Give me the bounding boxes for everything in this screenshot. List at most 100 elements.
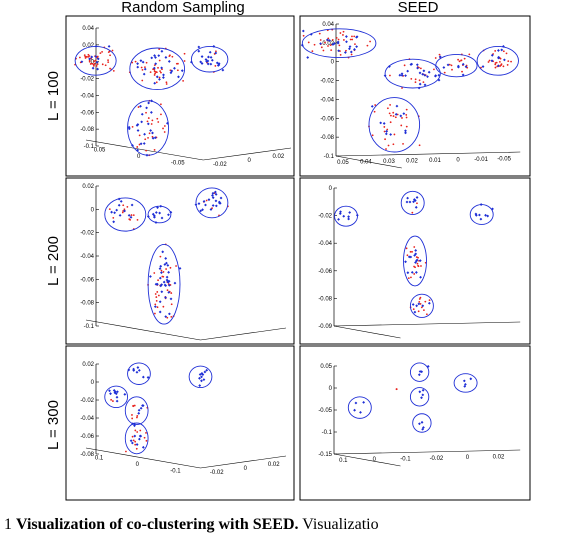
z-tick-label: -0.06 (320, 116, 334, 122)
data-point-red (153, 68, 156, 71)
data-point-red (418, 144, 421, 147)
data-point-red (134, 429, 137, 432)
data-point-blue (158, 310, 162, 314)
data-point-blue (158, 77, 161, 81)
data-point-blue (139, 104, 142, 108)
data-point-blue (158, 267, 162, 271)
data-point-blue (336, 41, 340, 45)
data-point-red (417, 310, 420, 313)
z-tick-label: 0.02 (82, 43, 94, 49)
data-point-red (458, 60, 461, 63)
data-point-red (158, 59, 161, 62)
data-point-blue (409, 255, 413, 259)
data-point-blue (206, 62, 210, 66)
data-point-blue (418, 422, 421, 426)
data-point-blue (198, 376, 201, 380)
data-point-blue (162, 280, 166, 284)
row-label-l100: L = 100 (45, 71, 62, 121)
data-point-red (417, 256, 419, 259)
cluster-ellipse (129, 47, 186, 91)
data-point-blue (214, 199, 218, 203)
data-point-red (109, 54, 111, 57)
z-tick-label: -0.04 (318, 241, 332, 247)
data-point-blue (161, 76, 165, 79)
floor-tick-label: 0.1 (95, 455, 104, 461)
data-point-red (154, 293, 157, 295)
data-point-blue (319, 42, 322, 46)
data-point-red (99, 52, 102, 54)
data-point-blue (115, 395, 119, 399)
column-title-random-sampling: Random Sampling (121, 0, 244, 16)
data-point-red (414, 78, 417, 81)
data-point-blue (355, 35, 358, 39)
data-point-red (428, 299, 431, 302)
data-point-blue (421, 304, 425, 308)
data-point-blue (123, 392, 127, 396)
data-point-blue (96, 57, 100, 61)
data-point-red (143, 436, 146, 439)
z-tick-label: -0.1 (84, 324, 95, 330)
floor-tick-label: 0.05 (337, 160, 349, 166)
data-point-red (318, 32, 321, 35)
data-point-blue (165, 275, 169, 279)
floor-tick-label: -0.1 (170, 469, 181, 475)
z-tick-label: -0.08 (80, 452, 94, 458)
data-point-red (154, 72, 156, 75)
z-tick-label: 0 (91, 207, 95, 213)
panel-frame (299, 345, 531, 501)
data-point-red (494, 66, 497, 69)
z-tick-label: -0.08 (320, 135, 334, 141)
data-point-blue (420, 420, 424, 424)
data-point-red (129, 218, 132, 221)
cluster-ellipse (435, 53, 478, 78)
z-tick-label: -0.09 (318, 324, 332, 330)
data-point-red (418, 298, 421, 300)
cluster (104, 197, 147, 232)
data-point-blue (349, 50, 353, 54)
data-point-blue (138, 434, 142, 438)
data-point-blue (404, 74, 407, 77)
data-point-red (134, 60, 137, 63)
data-point-blue (135, 123, 139, 127)
z-tick-label: -0.04 (80, 254, 94, 260)
data-point-red (351, 38, 354, 41)
data-point-red (131, 414, 133, 416)
data-point-blue (345, 35, 348, 38)
data-point-red (183, 60, 186, 62)
data-point-blue (331, 43, 335, 46)
data-point-blue (413, 310, 417, 314)
panel-l300-random: 0.020-0.02-0.04-0.06-0.080.10-0.1 -0.0200… (65, 345, 295, 501)
floor-tick-label: 0.02 (273, 154, 285, 160)
data-point-red (214, 65, 217, 67)
data-point-red (392, 115, 395, 117)
z-tick-label: 0 (329, 386, 333, 392)
data-point-red (330, 49, 333, 52)
floor-tick-label: 0.05 (94, 147, 106, 153)
data-point-red (502, 50, 505, 53)
data-point-blue (214, 204, 218, 208)
data-point-red (91, 62, 94, 65)
data-point-blue (142, 72, 146, 76)
data-point-red (335, 36, 338, 39)
data-point-blue (110, 210, 114, 214)
data-point-blue (406, 196, 409, 200)
data-point-blue (108, 389, 111, 393)
data-point-blue (107, 45, 111, 48)
data-point-red (342, 39, 345, 41)
data-point-blue (474, 213, 478, 217)
data-point-blue (418, 82, 422, 86)
z-tick-label: 0 (91, 380, 95, 386)
data-point-red (327, 45, 329, 47)
data-point-red (461, 70, 463, 73)
data-point-blue (158, 300, 162, 304)
data-point-blue (204, 58, 208, 61)
data-point-blue (129, 439, 133, 443)
data-point-blue (154, 211, 158, 214)
data-point-blue (135, 443, 139, 446)
data-point-red (417, 264, 419, 267)
figure-caption: 1 Visualization of co-clustering with SE… (4, 516, 564, 534)
data-point-red (389, 74, 391, 77)
data-point-red (153, 70, 156, 73)
floor-tick-label: -0.1 (400, 456, 411, 462)
data-point-blue (328, 39, 331, 42)
